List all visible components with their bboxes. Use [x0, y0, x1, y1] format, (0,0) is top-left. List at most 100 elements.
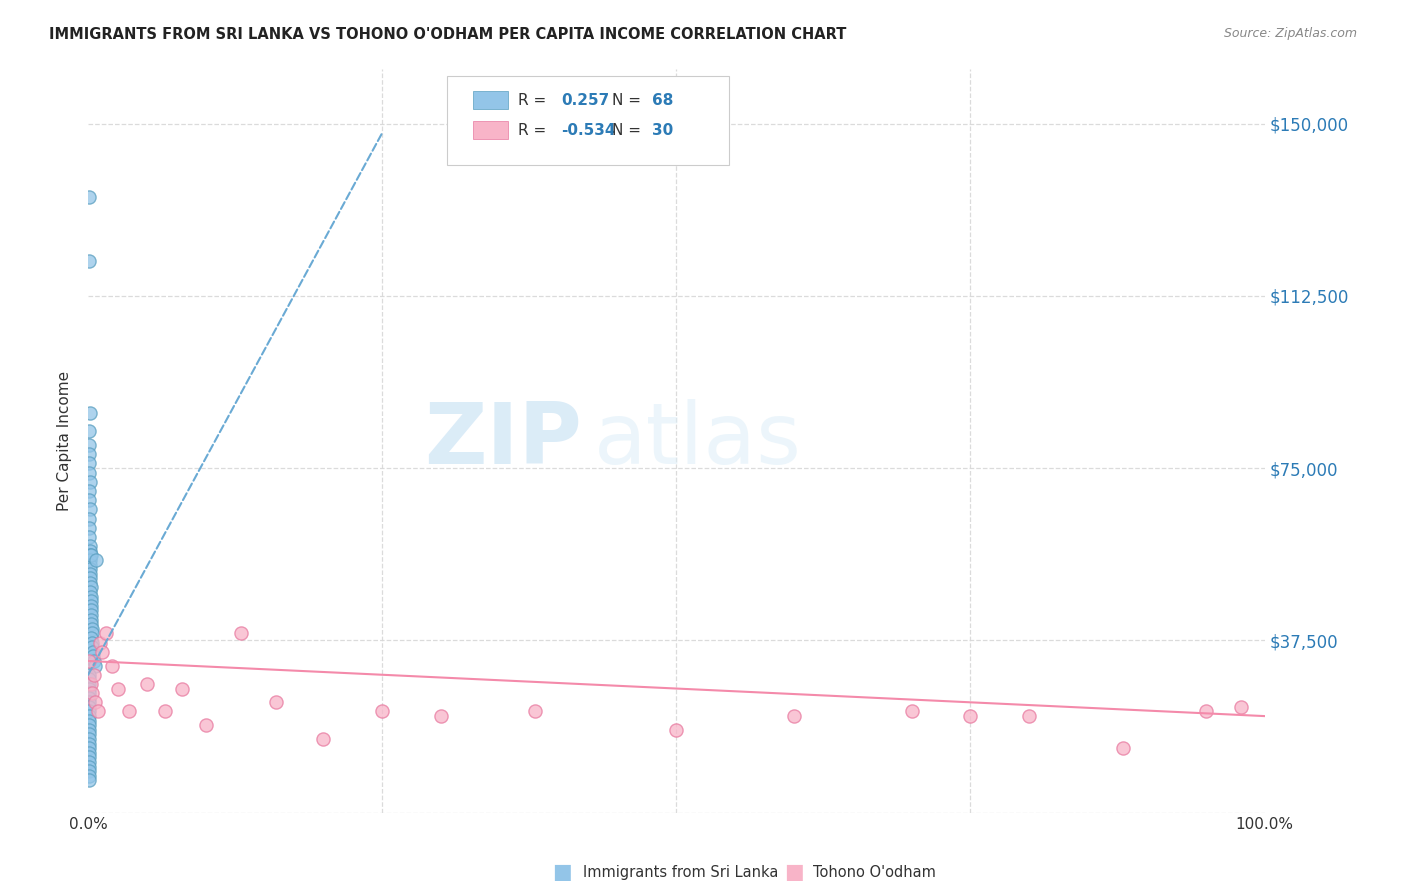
Text: Tohono O'odham: Tohono O'odham	[813, 865, 935, 880]
Point	[80, 626, 103, 640]
Point	[89, 635, 111, 649]
Point	[79, 553, 101, 567]
Point	[1230, 699, 1253, 714]
Point	[194, 718, 217, 732]
Point	[77, 718, 100, 732]
Point	[1018, 709, 1040, 723]
Point	[100, 658, 122, 673]
Text: 0.257: 0.257	[561, 93, 609, 108]
Point	[312, 732, 335, 747]
Point	[79, 732, 101, 747]
Point	[77, 750, 100, 764]
Text: atlas: atlas	[593, 399, 801, 482]
Point	[266, 695, 288, 709]
Point	[80, 603, 103, 617]
Point	[79, 585, 101, 599]
Point	[80, 635, 103, 649]
Point	[80, 622, 103, 636]
Point	[79, 511, 101, 525]
Point	[136, 677, 159, 691]
Point	[229, 626, 252, 640]
Point	[79, 447, 101, 461]
Point	[430, 709, 453, 723]
FancyBboxPatch shape	[447, 76, 730, 165]
Text: 30: 30	[651, 123, 673, 137]
Point	[79, 539, 101, 553]
Point	[77, 699, 100, 714]
Point	[80, 631, 103, 645]
Point	[83, 667, 105, 681]
Point	[665, 723, 688, 737]
Point	[79, 549, 101, 563]
Text: ■: ■	[553, 863, 572, 882]
Y-axis label: Per Capita Income: Per Capita Income	[58, 370, 72, 510]
Point	[84, 695, 107, 709]
Point	[79, 759, 101, 773]
Point	[107, 681, 129, 696]
Text: R =: R =	[517, 93, 546, 108]
Point	[79, 705, 101, 719]
Point	[79, 590, 101, 604]
Point	[79, 654, 101, 668]
Point	[77, 521, 100, 535]
Point	[79, 681, 101, 696]
Point	[77, 190, 100, 204]
Point	[84, 658, 107, 673]
Point	[900, 705, 922, 719]
Point	[77, 773, 100, 788]
Point	[77, 493, 100, 508]
Point	[82, 645, 104, 659]
Text: -0.534: -0.534	[561, 123, 616, 137]
Point	[80, 594, 103, 608]
Point	[1195, 705, 1218, 719]
Text: N =: N =	[612, 123, 641, 137]
Point	[77, 714, 100, 728]
Point	[79, 581, 101, 595]
Text: Source: ZipAtlas.com: Source: ZipAtlas.com	[1223, 27, 1357, 40]
Point	[79, 746, 101, 760]
Point	[77, 741, 100, 756]
Text: N =: N =	[612, 93, 641, 108]
Point	[77, 769, 100, 783]
Point	[80, 599, 103, 613]
Text: R =: R =	[517, 123, 546, 137]
FancyBboxPatch shape	[472, 120, 508, 139]
Text: IMMIGRANTS FROM SRI LANKA VS TOHONO O'ODHAM PER CAPITA INCOME CORRELATION CHART: IMMIGRANTS FROM SRI LANKA VS TOHONO O'OD…	[49, 27, 846, 42]
Point	[79, 254, 101, 268]
Point	[77, 686, 100, 700]
Point	[83, 654, 105, 668]
Point	[153, 705, 176, 719]
Point	[77, 737, 100, 751]
Point	[82, 686, 104, 700]
Text: ZIP: ZIP	[425, 399, 582, 482]
Point	[77, 755, 100, 769]
Point	[172, 681, 194, 696]
Text: Immigrants from Sri Lanka: Immigrants from Sri Lanka	[583, 865, 779, 880]
Point	[80, 608, 103, 623]
Point	[524, 705, 547, 719]
Point	[79, 475, 101, 489]
Point	[77, 673, 100, 687]
Point	[86, 705, 108, 719]
Point	[371, 705, 394, 719]
Point	[783, 709, 806, 723]
FancyBboxPatch shape	[472, 91, 508, 110]
Point	[77, 457, 100, 471]
Point	[79, 677, 101, 691]
Point	[77, 438, 100, 452]
Point	[80, 549, 103, 563]
Point	[79, 530, 101, 544]
Point	[77, 667, 100, 681]
Point	[86, 553, 108, 567]
Point	[80, 617, 103, 632]
Point	[77, 727, 100, 741]
Point	[79, 425, 101, 439]
Point	[79, 575, 101, 590]
Point	[77, 695, 100, 709]
Text: ■: ■	[785, 863, 804, 882]
Point	[118, 705, 141, 719]
Point	[79, 484, 101, 499]
Point	[82, 640, 104, 655]
Point	[79, 677, 101, 691]
Point	[959, 709, 981, 723]
